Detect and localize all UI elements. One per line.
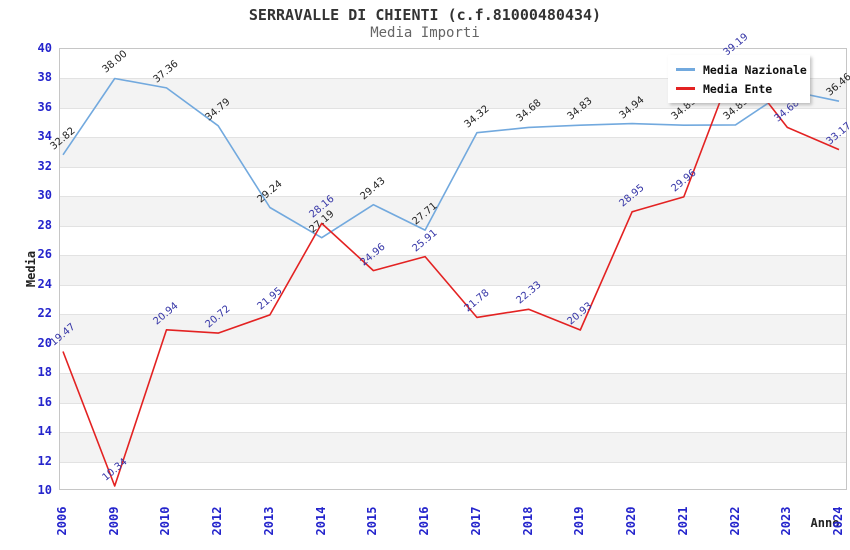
- legend-line-swatch-blue: [676, 68, 695, 71]
- plot-band: [60, 196, 846, 226]
- legend-item-media-nazionale: Media Nazionale: [676, 60, 807, 79]
- y-tick-label: 22: [37, 306, 52, 321]
- y-tick-label: 36: [37, 99, 52, 114]
- x-tick-label: 2021: [675, 506, 690, 536]
- y-tick-label: 24: [37, 276, 52, 291]
- x-tick-label: 2022: [727, 506, 742, 536]
- x-tick-label: 2017: [468, 506, 483, 536]
- legend-label: Media Ente: [703, 81, 773, 96]
- gridline: [60, 107, 846, 109]
- y-tick-label: 28: [37, 217, 52, 232]
- x-tick-label: 2015: [365, 506, 380, 536]
- legend: Media Nazionale Media Ente: [668, 55, 810, 103]
- line-media-ente: [62, 60, 840, 487]
- gridline: [60, 432, 846, 434]
- y-tick-label: 16: [37, 394, 52, 409]
- gridline: [60, 402, 846, 404]
- x-tick-label: 2020: [624, 506, 639, 536]
- gridline: [60, 314, 846, 316]
- legend-line-swatch-red: [676, 87, 695, 90]
- chart-title: SERRAVALLE DI CHIENTI (c.f.81000480434): [248, 6, 602, 24]
- y-tick-label: 26: [37, 247, 52, 262]
- x-tick-label: 2024: [831, 506, 845, 536]
- y-tick-label: 14: [37, 424, 52, 439]
- gridline: [60, 373, 846, 375]
- x-tick-label: 2013: [261, 506, 276, 536]
- series-lines: [62, 60, 840, 487]
- plot-band: [60, 314, 846, 344]
- gridline: [60, 343, 846, 345]
- legend-label: Media Nazionale: [703, 62, 807, 77]
- plot-band: [60, 255, 846, 285]
- x-tick-label: 2014: [313, 506, 328, 536]
- gridline: [60, 196, 846, 198]
- plot-band: [60, 432, 846, 462]
- y-tick-label: 18: [37, 365, 52, 380]
- gridline: [60, 166, 846, 168]
- chart-subtitle: Media Importi: [370, 25, 480, 41]
- y-tick-label: 34: [37, 129, 52, 144]
- y-tick-label: 38: [37, 70, 52, 85]
- x-axis-title: Anno: [810, 516, 840, 530]
- gridline: [60, 284, 846, 286]
- gridline: [60, 255, 846, 257]
- y-tick-label: 40: [37, 41, 52, 55]
- plot-band: [60, 373, 846, 403]
- line-media-nazionale: [62, 77, 840, 239]
- x-tick-label: 2018: [520, 506, 535, 536]
- y-tick-label: 30: [37, 188, 52, 203]
- y-tick-label: 10: [37, 483, 52, 497]
- gridline: [60, 137, 846, 139]
- x-tick-label: 2016: [417, 506, 432, 536]
- x-tick-label: 2006: [55, 506, 69, 536]
- x-tick-label: 2023: [779, 506, 794, 536]
- gridline: [60, 225, 846, 227]
- y-tick-label: 12: [37, 453, 52, 468]
- x-tick-label: 2019: [572, 506, 587, 536]
- y-tick-label: 20: [37, 335, 52, 350]
- x-tick-label: 2012: [210, 506, 225, 536]
- y-tick-label: 32: [37, 158, 52, 173]
- plot-band: [60, 137, 846, 167]
- x-tick-label: 2010: [158, 506, 173, 536]
- legend-item-media-ente: Media Ente: [676, 79, 802, 98]
- x-tick-label: 2009: [106, 506, 121, 536]
- gridline: [60, 78, 846, 80]
- gridline: [60, 461, 846, 463]
